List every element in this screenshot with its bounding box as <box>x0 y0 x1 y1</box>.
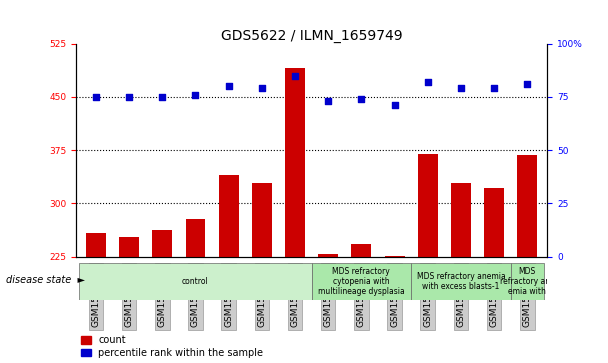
Bar <box>511 263 544 300</box>
Bar <box>484 188 504 257</box>
Legend: count, percentile rank within the sample: count, percentile rank within the sample <box>81 335 263 358</box>
Bar <box>351 244 371 257</box>
Point <box>423 79 433 85</box>
Point <box>190 92 200 98</box>
Text: MDS refractory
cytopenia with
multilineage dysplasia: MDS refractory cytopenia with multilinea… <box>318 266 405 296</box>
Point <box>157 94 167 100</box>
Bar <box>119 237 139 257</box>
Point <box>522 81 532 87</box>
Point <box>224 83 233 89</box>
Point <box>124 94 134 100</box>
Bar <box>411 263 511 300</box>
Bar <box>285 68 305 257</box>
Point <box>91 94 101 100</box>
Text: disease state  ►: disease state ► <box>6 275 85 285</box>
Bar <box>86 233 106 257</box>
Point <box>323 98 333 104</box>
Bar <box>451 183 471 257</box>
Bar <box>318 254 338 257</box>
Bar <box>418 154 438 257</box>
Title: GDS5622 / ILMN_1659749: GDS5622 / ILMN_1659749 <box>221 29 402 42</box>
Point <box>489 85 499 91</box>
Text: MDS
refractory ane
emia with: MDS refractory ane emia with <box>500 266 554 296</box>
Point <box>356 96 366 102</box>
Text: MDS refractory anemia
with excess blasts-1: MDS refractory anemia with excess blasts… <box>416 272 505 291</box>
Bar <box>219 175 238 257</box>
Point <box>290 73 300 78</box>
Bar <box>311 263 411 300</box>
Text: control: control <box>182 277 209 286</box>
Point <box>390 102 399 108</box>
Bar <box>252 183 272 257</box>
Bar <box>385 256 404 257</box>
Bar <box>79 263 311 300</box>
Point <box>257 85 267 91</box>
Bar <box>185 219 206 257</box>
Bar <box>153 230 172 257</box>
Bar <box>517 155 537 257</box>
Point <box>456 85 466 91</box>
